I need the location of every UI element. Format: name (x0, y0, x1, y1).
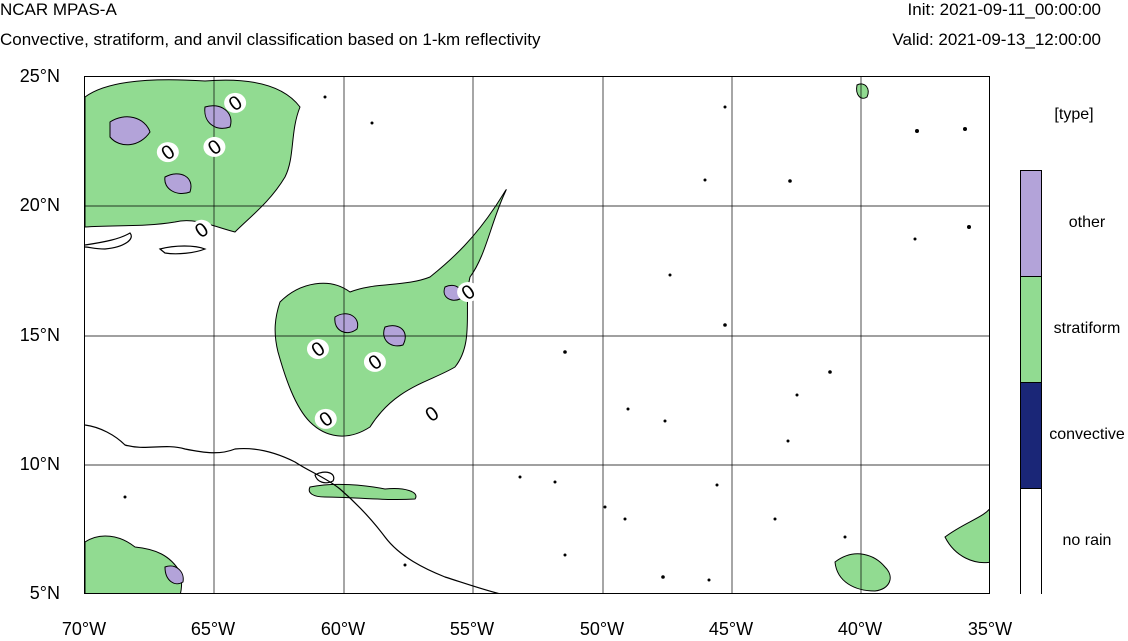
cluster-southwest-other (164, 565, 184, 585)
legend-swatch-convective (1021, 383, 1041, 489)
contour-label-bg (224, 92, 247, 113)
lon-label-40w: 40°W (837, 619, 883, 639)
legend-swatch-stratiform (1021, 277, 1041, 383)
contour-label-bg (190, 219, 213, 240)
cluster-band-east (308, 483, 417, 501)
cluster-southeast (834, 508, 989, 592)
lon-label-50w: 50°W (579, 619, 625, 639)
cluster-central-other (334, 284, 462, 347)
coastline-trinidad (314, 471, 335, 484)
init-time: Init: 2021-09-11_00:00:00 (907, 0, 1101, 19)
coastline-greater-antilles (85, 232, 132, 250)
legend-label-convective: convective (1049, 426, 1125, 443)
contour-label-bg (314, 408, 337, 429)
lon-label-55w: 55°W (449, 619, 495, 639)
contour-label-bg (420, 403, 443, 424)
lat-label-25n: 25°N (19, 66, 60, 86)
legend-label-stratiform: stratiform (1053, 320, 1121, 337)
lat-label-20n: 20°N (19, 195, 60, 215)
legend-swatch-other (1021, 171, 1041, 277)
cluster-northwest-other (109, 105, 232, 194)
coastline-puerto-rico (158, 245, 207, 255)
legend-swatch-no-rain (1021, 489, 1041, 595)
lon-label-35w: 35°W (967, 619, 1013, 639)
lon-label-65w: 65°W (190, 619, 236, 639)
contour-label-bg (457, 281, 480, 302)
lat-label-10n: 10°N (19, 454, 60, 474)
map-subtitle: Convective, stratiform, and anvil classi… (0, 30, 541, 49)
contour-label-bg (156, 142, 179, 163)
contour-label-bg (306, 338, 329, 359)
valid-time: Valid: 2021-09-13_12:00:00 (892, 30, 1101, 49)
lon-label-45w: 45°W (708, 619, 754, 639)
contour-label-bg (363, 351, 386, 372)
contour-label-bg (203, 136, 226, 157)
coastlines (85, 232, 499, 593)
legend-colorbar (1020, 170, 1042, 595)
legend-label-other: other (1068, 214, 1106, 231)
cluster-northwest (85, 79, 301, 233)
cluster-southwest (85, 535, 183, 593)
lon-label-70w: 70°W (61, 619, 107, 639)
cluster-central (274, 189, 507, 437)
cluster-northeast (856, 83, 869, 99)
legend-title: [type] (1054, 106, 1094, 123)
scattered-cells (123, 95, 971, 582)
lat-label-15n: 15°N (19, 325, 60, 345)
map-title: NCAR MPAS-A (0, 0, 117, 19)
precip-patches (85, 79, 989, 593)
lat-label-5n: 5°N (29, 583, 60, 603)
coastline-south-america (85, 424, 499, 593)
lon-label-60w: 60°W (320, 619, 366, 639)
graticule (85, 77, 989, 593)
legend-label-no-rain: no rain (1062, 532, 1112, 549)
